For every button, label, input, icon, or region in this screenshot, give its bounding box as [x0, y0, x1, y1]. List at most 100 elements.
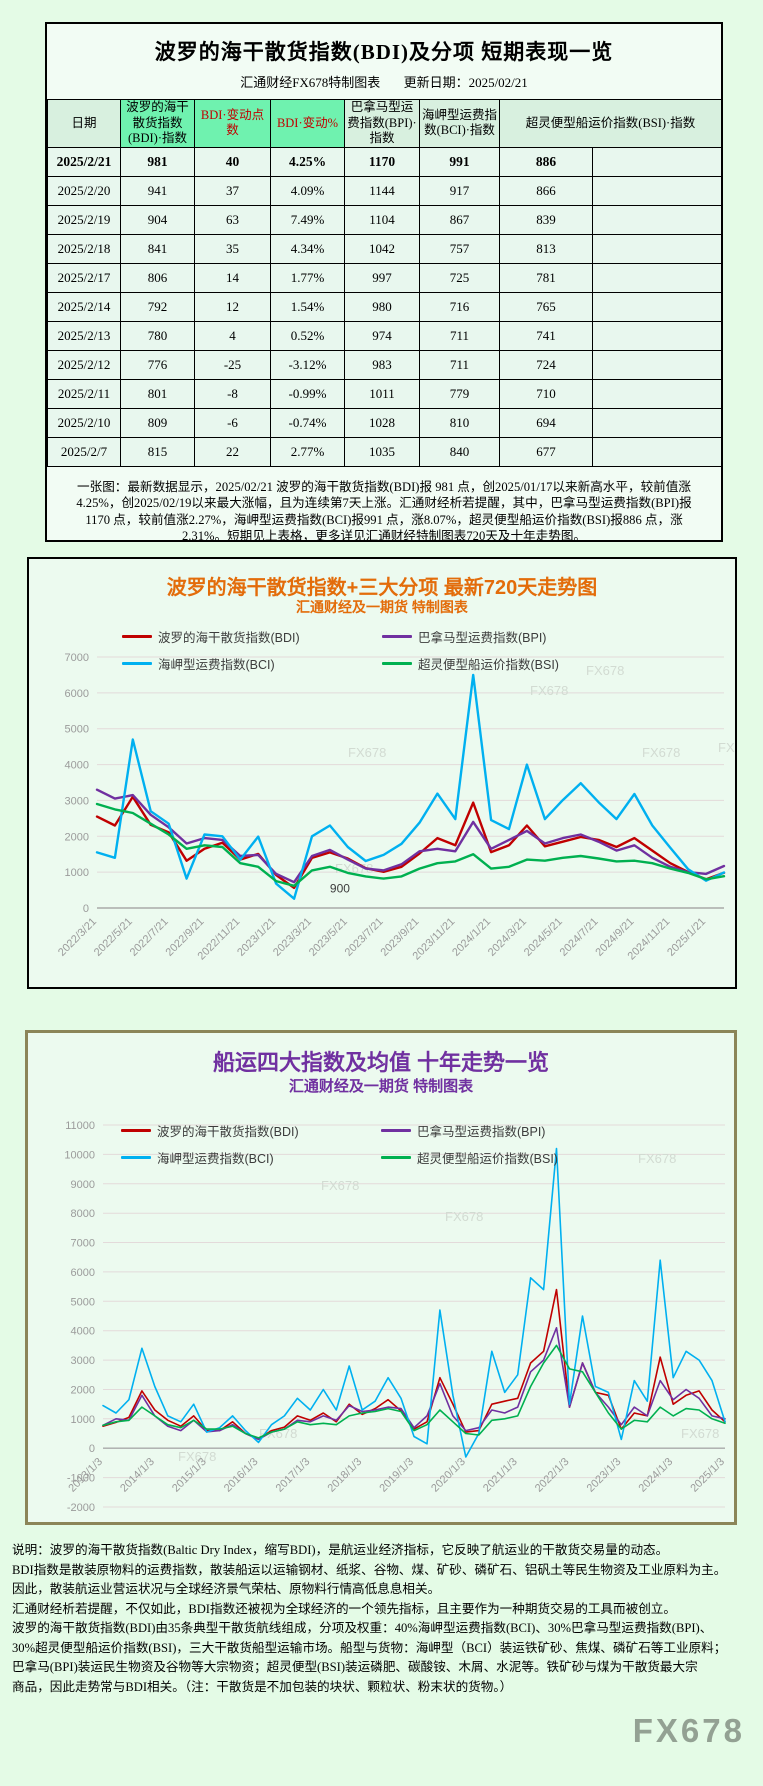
legend-item: 巴拿马型运费指数(BPI): [382, 627, 642, 646]
table-cell-empty: [591, 175, 723, 206]
table-cell-empty: [591, 262, 723, 293]
x-axis-tick-label: 2022/1/3: [533, 1456, 572, 1495]
y-axis-tick-label: 9000: [71, 1179, 95, 1191]
table-cell: 1104: [344, 204, 420, 235]
y-axis-tick-label: 1000: [65, 867, 89, 879]
table-cell: 2025/2/11: [47, 378, 121, 409]
legend-line-swatch: [382, 635, 412, 638]
table-cell-empty: [591, 349, 723, 380]
legend-label: 超灵便型船运价指数(BSI): [418, 658, 559, 672]
chart-watermark: FX678: [321, 1178, 359, 1193]
table-cell: 1042: [344, 233, 420, 264]
chart-watermark: FX678: [530, 683, 568, 698]
legend-item: 波罗的海干散货指数(BDI): [121, 1121, 381, 1140]
chart-watermark: FX678: [718, 740, 735, 755]
legend-line-swatch: [381, 1156, 411, 1159]
table-cell: 813: [499, 233, 593, 264]
table-cell: -6: [194, 407, 271, 438]
series-line: [102, 1288, 726, 1440]
table-cell: 2025/2/21: [47, 146, 121, 177]
table-cell: 741: [499, 320, 593, 351]
table-cell: 4: [194, 320, 271, 351]
table-cell: 941: [120, 175, 195, 206]
bdi-table-section: 波罗的海干散货指数(BDI)及分项 短期表现一览 汇通财经FX678特制图表 更…: [45, 22, 723, 543]
table-cell: 4.25%: [270, 146, 345, 177]
chart-watermark: FX678: [445, 1209, 483, 1224]
table-cell: 4.34%: [270, 233, 345, 264]
table-cell-empty: [591, 436, 723, 467]
table-cell-empty: [591, 146, 723, 177]
table-cell: 677: [499, 436, 593, 467]
x-axis-tick-label: 2024/1/3: [637, 1456, 676, 1495]
table-cell: 815: [120, 436, 195, 467]
footer-notes: 说明：波罗的海干散货指数(Baltic Dry Index，缩写BDI)，是航运…: [12, 1541, 754, 1697]
text-line: 说明：波罗的海干散货指数(Baltic Dry Index，缩写BDI)，是航运…: [12, 1543, 669, 1557]
series-line: [95, 795, 726, 890]
y-axis-tick-label: 6000: [71, 1267, 95, 1279]
chart-720-plot: 7000 6000 5000 4000 3000 2000 1000 0 FX678 FX678 F…: [56, 652, 735, 962]
y-axis-tick-label: 3000: [71, 1355, 95, 1367]
table-cell: 0.52%: [270, 320, 345, 351]
table-cell: 694: [499, 407, 593, 438]
table-cell: 765: [499, 291, 593, 322]
table-row: 2025/2/20 941 37 4.09% 1144 917 866: [47, 175, 723, 206]
legend-label: 波罗的海干散货指数(BDI): [157, 1125, 299, 1139]
table-cell: 997: [344, 262, 420, 293]
legend-line-swatch: [381, 1129, 411, 1132]
table-row: 2025/2/11 801 -8 -0.99% 1011 779 710: [47, 378, 723, 409]
table-cell: -8: [194, 378, 271, 409]
data-annotation: 900: [330, 882, 350, 896]
table-title: 波罗的海干散货指数(BDI)及分项 短期表现一览: [154, 40, 614, 64]
chart-watermark: FX678: [681, 1426, 719, 1441]
table-cell: 2025/2/19: [47, 204, 121, 235]
legend-label: 海岬型运费指数(BCI): [157, 1152, 274, 1166]
y-axis-tick-label: 7000: [65, 652, 89, 664]
text-line: 因此，散装航运业营运状况与全球经济景气荣枯、原物料行情高低息息相关。: [12, 1582, 441, 1596]
chart-720-section: 7000 6000 5000 4000 3000 2000 1000 0 FX678 FX678 F…: [27, 557, 737, 989]
table-cell: 917: [419, 175, 500, 206]
table-cell-empty: [591, 204, 723, 235]
table-cell: 809: [120, 407, 195, 438]
table-cell: 14: [194, 262, 271, 293]
column-header: 超灵便型船运价指数(BSI)·指数: [498, 99, 723, 148]
table-cell: 779: [419, 378, 500, 409]
column-header: 海岬型运费指数(BCI)·指数: [419, 99, 500, 148]
chart-720-subtitle: 汇通财经及一期货 特制图表: [296, 599, 468, 615]
table-cell: 841: [120, 233, 195, 264]
legend-label: 超灵便型船运价指数(BSI): [417, 1152, 558, 1166]
table-cell: -25: [194, 349, 271, 380]
table-cell-empty: [591, 378, 723, 409]
table-cell: 35: [194, 233, 271, 264]
table-row: 2025/2/12 776 -25 -3.12% 983 711 724: [47, 349, 723, 380]
page-watermark: FX678: [632, 1712, 745, 1749]
chart-10y-plot: 1100010000900080007000600050004000300020…: [64, 1120, 727, 1514]
x-axis-tick-label: 2025/1/21: [665, 916, 708, 959]
chart-10y-legend: 波罗的海干散货指数(BDI) 巴拿马型运费指数(BPI) 海岬型运费指数(BCI) 超…: [28, 1121, 734, 1167]
text-line: 巴拿马(BPI)装运民生物资及谷物等大宗物资；超灵便型(BSI)装运磷肥、碳酸铵…: [12, 1660, 698, 1674]
table-cell: -0.99%: [270, 378, 345, 409]
y-axis-tick-label: 4000: [71, 1326, 95, 1338]
y-axis-tick-label: 2000: [65, 831, 89, 843]
table-cell: 757: [419, 233, 500, 264]
legend-line-swatch: [122, 662, 152, 665]
table-cell: 904: [120, 204, 195, 235]
text-line: 30%超灵便型船运价指数(BSI)，三大干散货船型运输市场。船型与货物：海岬型（…: [12, 1640, 727, 1655]
table-cell: 4.09%: [270, 175, 345, 206]
chart-10y-subtitle: 汇通财经及一期货 特制图表: [288, 1078, 474, 1095]
chart-720-title: 波罗的海干散货指数+三大分项 最新720天走势图: [166, 577, 598, 599]
y-axis-tick-label: 1000: [71, 1414, 95, 1426]
chart-watermark: FX678: [348, 745, 386, 760]
table-cell: 886: [499, 146, 593, 177]
table-cell: 991: [419, 146, 500, 177]
table-cell: 810: [419, 407, 500, 438]
legend-item: 海岬型运费指数(BCI): [122, 654, 382, 673]
series-line: [102, 1147, 726, 1458]
table-cell: 2025/2/17: [47, 262, 121, 293]
legend-label: 海岬型运费指数(BCI): [158, 658, 275, 672]
text-line: 汇通财经析若提醒，不仅如此，BDI指数还被视为全球经济的一个领先指标，且主要作为…: [12, 1601, 676, 1616]
y-axis-tick-label: 5000: [71, 1296, 95, 1308]
table-cell: 1028: [344, 407, 420, 438]
column-header: 日期: [47, 99, 121, 148]
table-subtitle: 汇通财经FX678特制图表 更新日期：2025/02/21: [47, 72, 721, 91]
